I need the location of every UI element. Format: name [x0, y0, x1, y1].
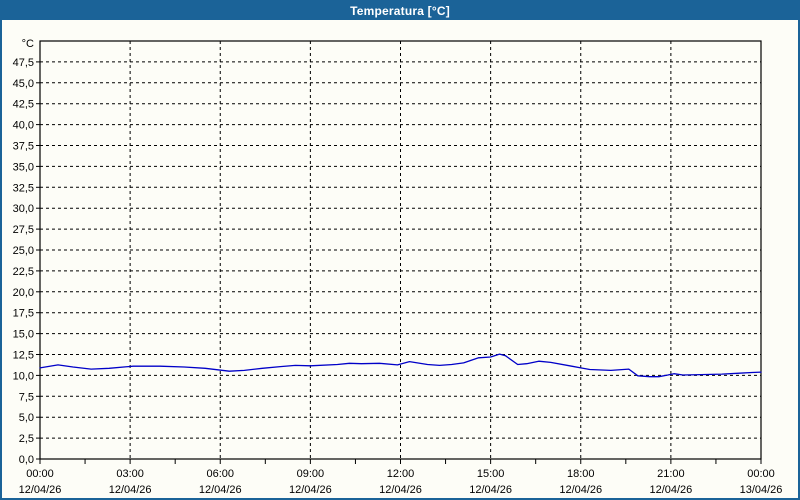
x-tick-date: 13/04/26 — [740, 484, 783, 496]
x-tick-time: 00:00 — [747, 468, 775, 480]
plot-border — [39, 40, 762, 460]
x-tick-date: 12/04/26 — [199, 484, 242, 496]
x-tick-time: 00:00 — [26, 468, 54, 480]
y-tick-label: 10,0 — [13, 370, 34, 382]
temperature-chart: 0,0 2,5 5,0 7,5 10,0 12,5 15,0 17,5 20,0 22,5 25,0… — [13, 38, 783, 496]
x-tick-time: 03:00 — [116, 468, 144, 480]
temperature-line — [39, 353, 762, 378]
y-tick-label: 20,0 — [13, 287, 34, 299]
x-tick-date: 12/04/26 — [289, 484, 332, 496]
y-tick-label: 35,0 — [13, 161, 34, 173]
window-title: Temperatura [°C] — [350, 4, 450, 18]
chart-area: 0,0 2,5 5,0 7,5 10,0 12,5 15,0 17,5 20,0 22,5 25,0… — [2, 20, 798, 498]
x-tick-time: 06:00 — [206, 468, 234, 480]
gridlines — [40, 41, 761, 459]
x-tick-time: 18:00 — [567, 468, 595, 480]
y-tick-label: 32,5 — [13, 182, 34, 194]
x-tick-date: 12/04/26 — [109, 484, 152, 496]
y-tick-label: 45,0 — [13, 78, 34, 90]
y-unit-label: °C — [22, 38, 34, 50]
x-tick-time: 12:00 — [387, 468, 415, 480]
y-tick-label: 47,5 — [13, 57, 34, 69]
y-tick-label: 5,0 — [19, 412, 34, 424]
y-tick-label: 27,5 — [13, 224, 34, 236]
y-axis-labels: 0,0 2,5 5,0 7,5 10,0 12,5 15,0 17,5 20,0 22,5 25,0… — [13, 38, 34, 466]
y-tick-label: 0,0 — [19, 454, 34, 466]
y-tick-label: 2,5 — [19, 433, 34, 445]
x-tick-time: 21:00 — [657, 468, 685, 480]
x-tick-date: 12/04/26 — [379, 484, 422, 496]
title-bar: Temperatura [°C] — [2, 2, 798, 20]
x-tick-time: 15:00 — [477, 468, 505, 480]
axis-ticks — [36, 61, 762, 464]
y-tick-label: 42,5 — [13, 99, 34, 111]
y-tick-label: 22,5 — [13, 266, 34, 278]
y-tick-label: 37,5 — [13, 141, 34, 153]
y-tick-label: 7,5 — [19, 391, 34, 403]
y-tick-label: 12,5 — [13, 350, 34, 362]
y-tick-label: 17,5 — [13, 308, 34, 320]
y-tick-label: 40,0 — [13, 120, 34, 132]
y-tick-label: 25,0 — [13, 245, 34, 257]
x-axis-labels: 00:00 12/04/26 03:00 12/04/26 06:00 12/04/26 0… — [19, 468, 783, 496]
x-tick-date: 12/04/26 — [559, 484, 602, 496]
y-tick-label: 15,0 — [13, 329, 34, 341]
x-tick-date: 12/04/26 — [19, 484, 62, 496]
y-tick-label: 30,0 — [13, 203, 34, 215]
x-tick-time: 09:00 — [297, 468, 325, 480]
x-tick-date: 12/04/26 — [469, 484, 512, 496]
x-tick-date: 12/04/26 — [649, 484, 692, 496]
